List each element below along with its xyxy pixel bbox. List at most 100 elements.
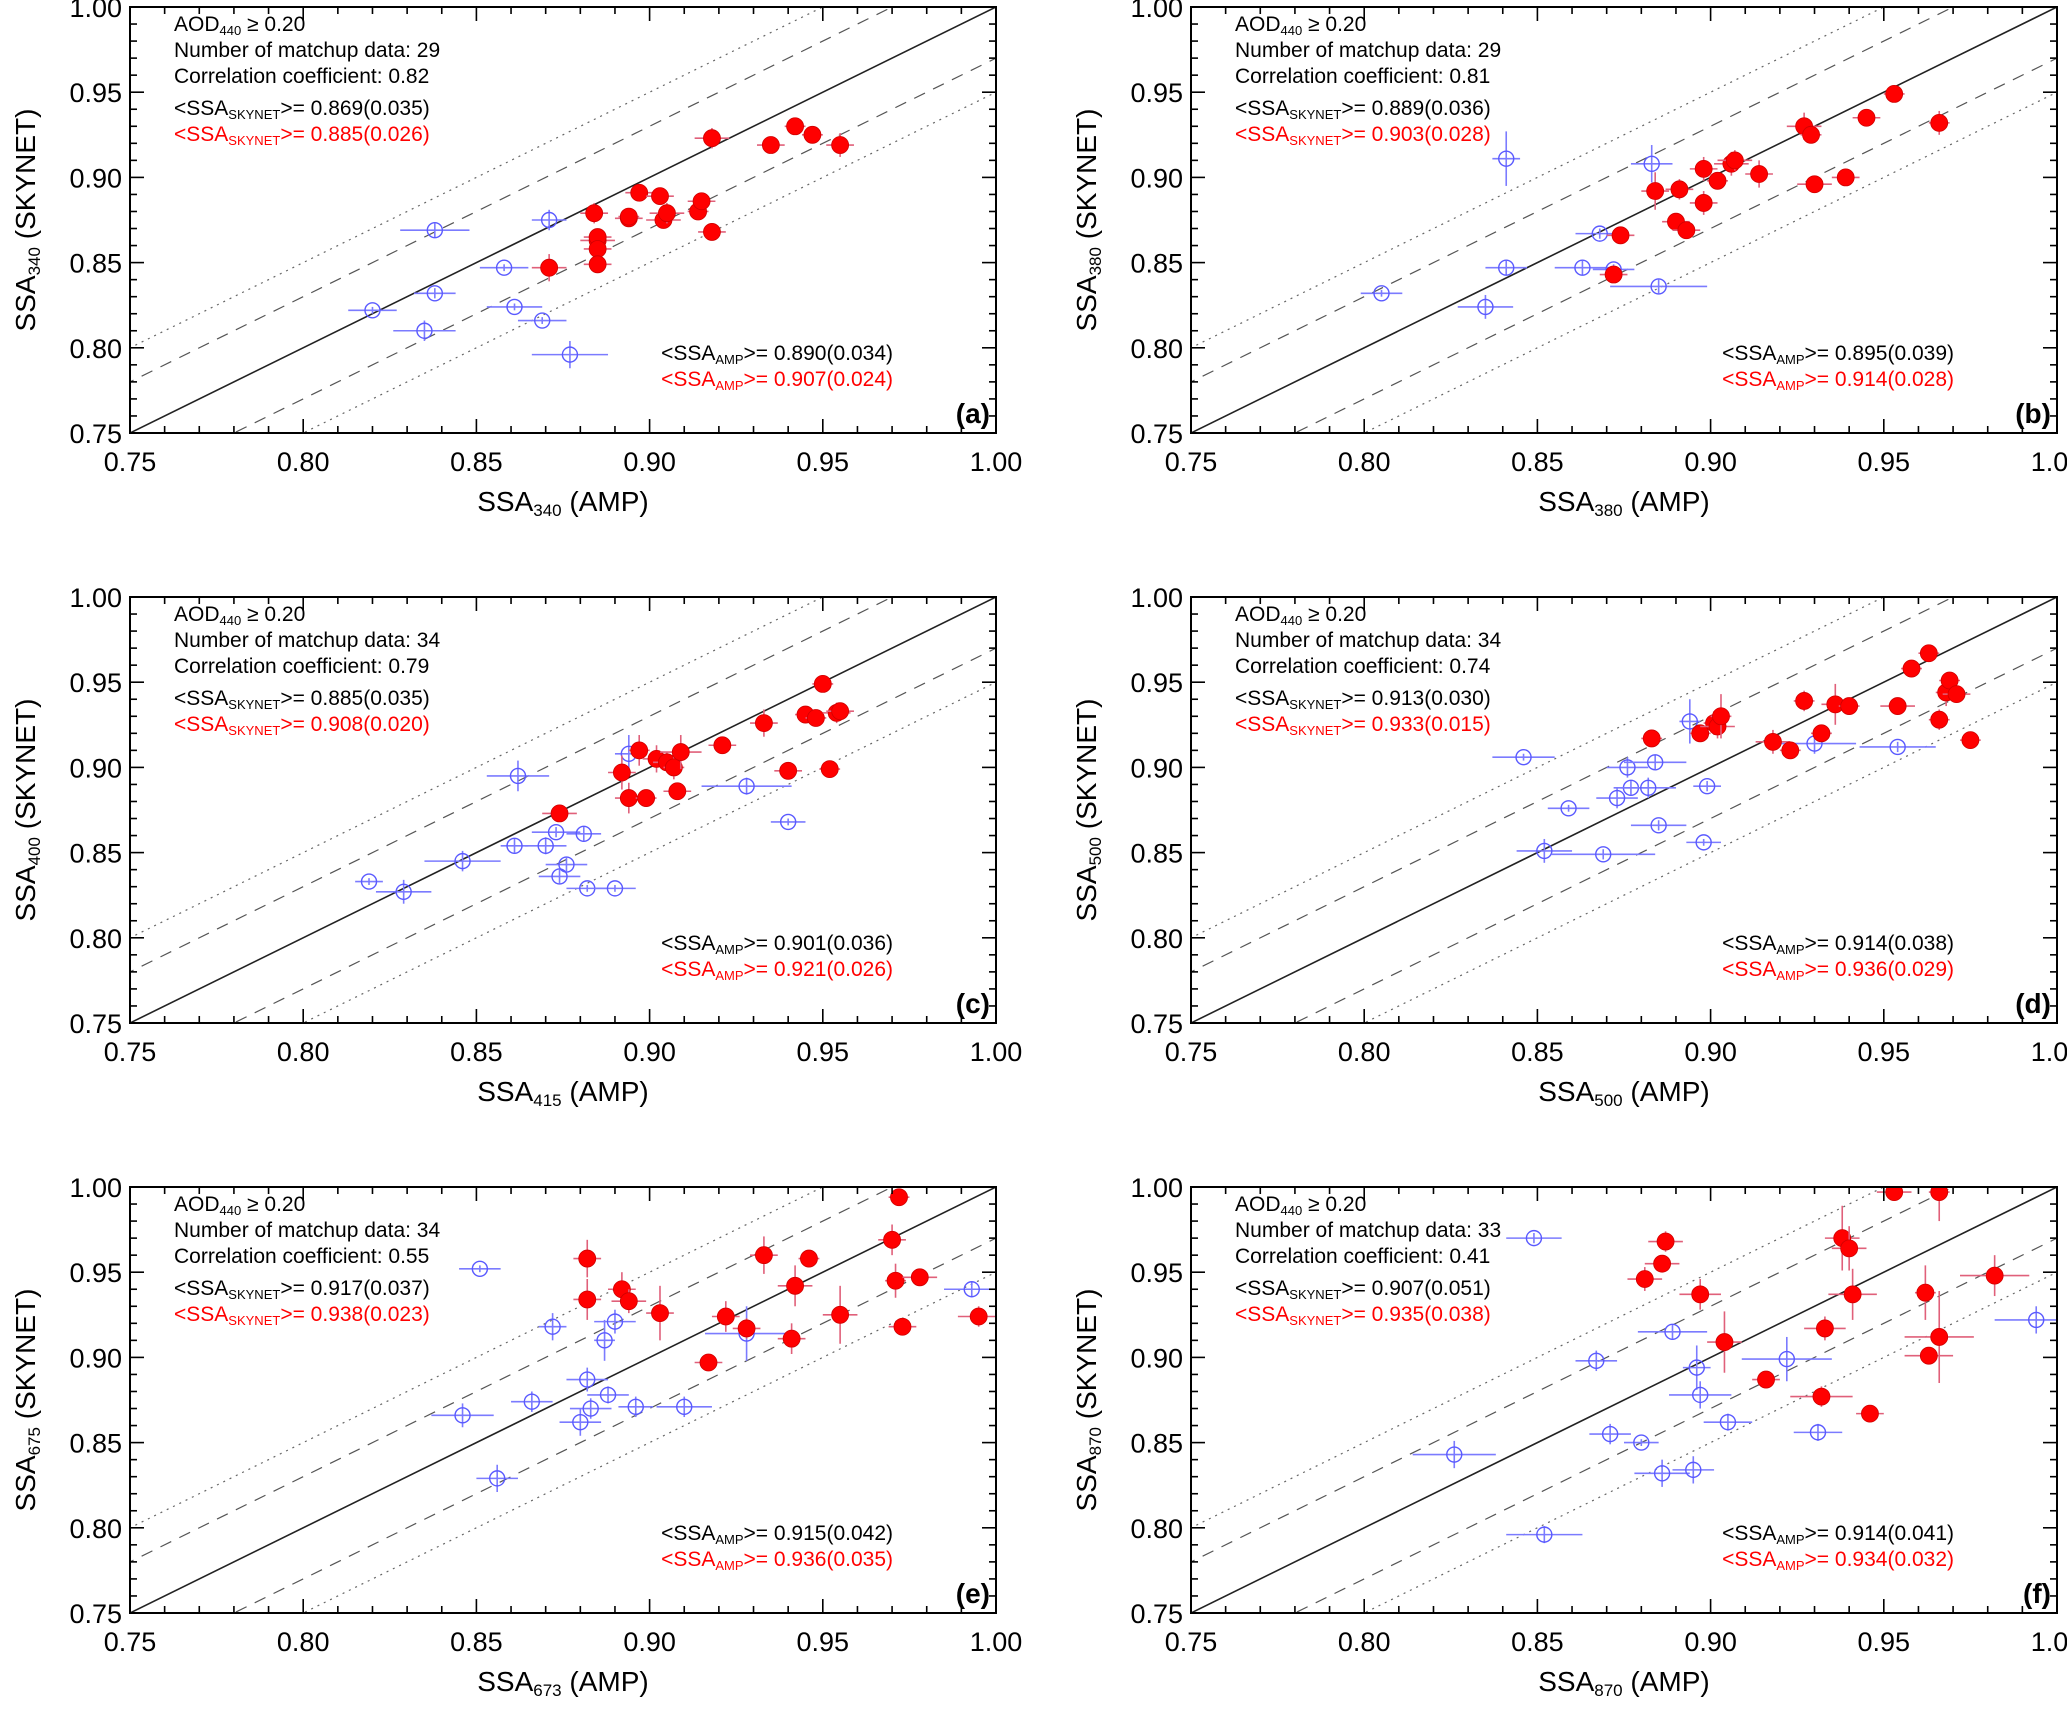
blue-open-point [1360, 285, 1403, 302]
red-filled-point [618, 207, 640, 226]
blue-open-point [531, 340, 609, 369]
plot-area [1191, 597, 2057, 1023]
one-to-one-line [1191, 1187, 2057, 1613]
dashed-offset-line [1191, 7, 1955, 383]
marker [737, 1319, 756, 1338]
x-tick-label: 0.95 [1858, 1627, 1911, 1657]
x-tick-label: 0.85 [1511, 1627, 1564, 1657]
red-filled-point [1797, 175, 1832, 194]
blue-open-point [1589, 1423, 1631, 1445]
x-tick-label: 0.85 [1511, 447, 1564, 477]
panel-a: 0.75 0.80 0.85 0.90 0.95 1.00 0.75 0.80 0.85 0.90… [10, 0, 1022, 520]
y-tick-label: 0.90 [69, 1343, 122, 1373]
correlation-label: Correlation coefficient: 0.74 [1235, 655, 1491, 678]
dotted-offset-line [1362, 1271, 2057, 1613]
red-filled-point [1960, 731, 1981, 750]
blue-open-point [414, 285, 456, 302]
red-filled-point [1811, 724, 1832, 743]
mean-amp-all-label: <SSAAMP>= 0.914(0.041) [1722, 1522, 1954, 1547]
x-tick-label: 0.80 [277, 447, 330, 477]
red-filled-point [573, 1279, 602, 1320]
x-tick-label: 0.80 [277, 1627, 330, 1657]
blue-open-point [355, 873, 383, 890]
marker [606, 880, 624, 897]
marker [1840, 697, 1859, 715]
marker [1650, 817, 1667, 834]
red-filled-point [819, 760, 841, 779]
blue-open-point [1793, 1423, 1843, 1441]
red-filled-point [1665, 179, 1694, 200]
y-tick-label: 0.75 [69, 419, 122, 449]
mean-skynet-red-label: <SSASKYNET>= 0.885(0.026) [174, 123, 430, 148]
y-tick-label: 0.85 [1130, 1429, 1183, 1459]
x-tick-label: 0.75 [104, 447, 157, 477]
marker [1656, 1232, 1675, 1251]
blue-open-point [400, 222, 470, 239]
marker [676, 1398, 693, 1416]
y-tick-label: 0.80 [1130, 1514, 1183, 1544]
red-filled-point [611, 1289, 647, 1314]
marker [893, 1317, 912, 1336]
red-filled-point [663, 755, 685, 780]
dashed-offset-line [232, 57, 996, 433]
marker [471, 1260, 489, 1277]
red-filled-point [1928, 110, 1950, 135]
blue-open-point [538, 1313, 567, 1341]
marker [761, 136, 780, 154]
panel-f: 0.75 0.80 0.85 0.90 0.95 1.00 0.75 0.80 0.85 0.90… [1071, 1173, 2067, 1700]
marker [1525, 1229, 1543, 1247]
red-filled-point [784, 117, 806, 136]
marker [1930, 1328, 1949, 1346]
blue-open-point [1630, 817, 1687, 834]
x-tick-label: 0.85 [450, 1627, 503, 1657]
marker [561, 346, 579, 363]
marker [886, 1271, 905, 1290]
marker [588, 255, 607, 274]
dashed-offset-line [1191, 597, 1955, 973]
blue-open-point [1669, 1381, 1732, 1409]
red-filled-point [1876, 1187, 1912, 1202]
red-filled-point [583, 240, 612, 258]
marker [579, 1371, 596, 1388]
red-filled-point [687, 192, 716, 211]
blue-open-point [1610, 278, 1708, 295]
marker [1498, 259, 1515, 276]
blue-open-point [511, 1391, 553, 1412]
marker [668, 782, 687, 801]
marker [1809, 1424, 1827, 1441]
red-filled-point [750, 709, 778, 737]
blue-open-point [1516, 838, 1573, 863]
marker [1591, 225, 1608, 242]
blue-open-point [524, 837, 567, 855]
red-filled-point [531, 254, 567, 282]
marker [2028, 1311, 2045, 1329]
x-tick-label: 1.00 [2031, 447, 2067, 477]
marker [544, 1318, 561, 1335]
marker [1889, 738, 1906, 756]
blue-open-point [1551, 846, 1656, 863]
blue-open-point [1606, 757, 1649, 778]
panel-e: 0.75 0.80 0.85 0.90 0.95 1.00 0.75 0.80 0.85 0.90… [10, 1173, 1022, 1700]
dashed-offset-line [1293, 1237, 2057, 1613]
dotted-offset-line [301, 91, 996, 433]
red-filled-point [1838, 697, 1860, 715]
marker [1646, 754, 1664, 771]
marker [831, 702, 850, 721]
marker [506, 837, 523, 854]
blue-open-point [1624, 1434, 1659, 1451]
mean-amp-red-label: <SSAAMP>= 0.936(0.029) [1722, 958, 1954, 983]
plot-frame [1190, 1186, 2058, 1614]
y-tick-label: 0.95 [1130, 1258, 1183, 1288]
marker [671, 743, 690, 761]
y-tick-label: 0.85 [1130, 249, 1183, 279]
marker [1961, 731, 1980, 750]
x-tick-label: 0.85 [450, 1037, 503, 1067]
correlation-label: Correlation coefficient: 0.79 [174, 655, 429, 678]
mean-skynet-red-label: <SSASKYNET>= 0.903(0.028) [1235, 123, 1491, 148]
red-filled-point [1904, 1346, 1954, 1365]
red-filled-point [1689, 191, 1718, 215]
y-tick-label: 0.90 [69, 753, 122, 783]
red-filled-point [1914, 1265, 1936, 1320]
one-to-one-line [1191, 597, 2057, 1023]
marker [1515, 748, 1532, 766]
